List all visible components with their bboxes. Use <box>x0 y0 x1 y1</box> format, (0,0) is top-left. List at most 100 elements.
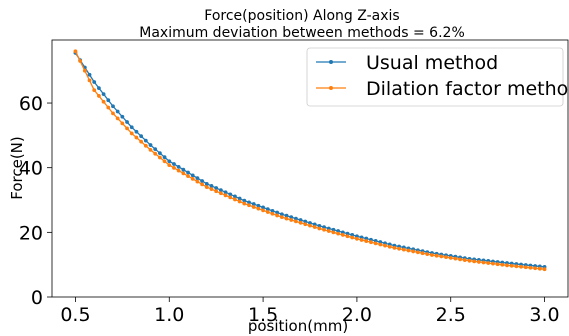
data-point <box>528 265 533 270</box>
data-point <box>139 139 144 144</box>
data-point <box>167 163 172 168</box>
plot-frame <box>51 39 569 298</box>
data-point <box>162 159 167 164</box>
data-point <box>294 216 298 221</box>
data-point <box>115 109 120 114</box>
data-point <box>289 218 294 222</box>
data-point <box>279 215 284 220</box>
data-point <box>312 225 317 229</box>
data-point <box>326 229 331 233</box>
data-point <box>500 262 505 267</box>
data-point <box>298 218 303 222</box>
data-point <box>247 200 251 205</box>
data-point <box>289 215 294 220</box>
data-point <box>97 86 101 90</box>
legend-box <box>306 47 564 107</box>
data-point <box>284 216 289 221</box>
data-point <box>439 254 444 259</box>
data-point <box>312 222 317 227</box>
data-point <box>261 208 265 213</box>
data-point <box>387 244 392 249</box>
data-point <box>308 223 312 228</box>
data-point <box>176 164 181 169</box>
data-point <box>378 242 383 247</box>
data-point <box>397 246 402 251</box>
data-point <box>204 181 209 186</box>
data-point <box>148 143 153 147</box>
x-tick-label: 2.0 <box>342 304 372 326</box>
data-point <box>101 99 106 104</box>
data-point <box>345 234 350 239</box>
data-point <box>298 220 303 225</box>
y-axis: 0 20 40 60 <box>19 93 52 309</box>
data-point <box>406 248 411 253</box>
data-point <box>237 199 242 204</box>
x-tick-label: 1.0 <box>154 304 184 326</box>
data-point <box>237 196 242 201</box>
data-point <box>242 198 247 203</box>
legend-label-usual: Usual method <box>366 52 498 74</box>
legend: Usual method Dilation factor method <box>306 47 569 107</box>
data-point <box>233 194 237 199</box>
data-point <box>275 210 280 215</box>
data-point <box>284 213 289 218</box>
data-point <box>87 78 92 83</box>
data-point <box>153 147 158 152</box>
data-point <box>275 213 280 218</box>
data-point <box>491 261 495 266</box>
data-point <box>115 116 120 121</box>
data-point <box>218 188 223 193</box>
data-point <box>261 205 265 210</box>
data-point <box>369 240 373 245</box>
data-point <box>223 190 228 195</box>
data-point <box>181 167 186 172</box>
data-point <box>350 235 355 240</box>
data-point <box>472 259 477 264</box>
data-point <box>453 256 458 261</box>
data-point <box>476 260 481 264</box>
data-point <box>134 135 139 140</box>
data-point <box>247 203 251 208</box>
data-point <box>101 92 106 97</box>
data-point <box>336 231 341 236</box>
data-point <box>486 261 491 265</box>
data-point <box>111 104 115 109</box>
x-tick-label: 0.5 <box>60 304 90 326</box>
data-point <box>153 151 158 156</box>
data-point <box>228 195 233 200</box>
data-point <box>303 219 308 224</box>
data-point <box>359 238 364 242</box>
y-axis-label: Force(N) <box>8 136 26 200</box>
data-point <box>204 185 209 189</box>
x-axis: 0.5 1.0 1.5 2.0 2.5 3.0 <box>60 297 560 326</box>
data-point <box>458 257 463 262</box>
data-point <box>373 241 378 246</box>
data-point <box>523 265 528 270</box>
data-point <box>265 207 270 212</box>
data-point <box>505 263 509 268</box>
data-point <box>256 206 261 211</box>
data-point <box>82 68 87 73</box>
data-point <box>279 212 284 217</box>
data-point <box>294 219 298 224</box>
data-point <box>233 197 237 202</box>
data-point <box>308 221 312 225</box>
data-point <box>251 205 256 209</box>
data-point <box>148 148 153 152</box>
data-point <box>139 134 144 139</box>
data-point <box>411 249 416 254</box>
data-point <box>355 236 359 241</box>
data-point <box>256 203 261 208</box>
data-point <box>392 245 397 250</box>
data-point <box>125 126 129 131</box>
data-point <box>190 173 195 178</box>
data-point <box>125 120 129 124</box>
data-point <box>444 255 448 260</box>
data-point <box>340 233 345 237</box>
data-point <box>533 266 538 271</box>
data-point <box>134 129 139 134</box>
data-point <box>129 131 134 136</box>
data-point <box>209 187 214 192</box>
y-tick-label: 0 <box>31 287 43 309</box>
data-point <box>78 59 83 63</box>
